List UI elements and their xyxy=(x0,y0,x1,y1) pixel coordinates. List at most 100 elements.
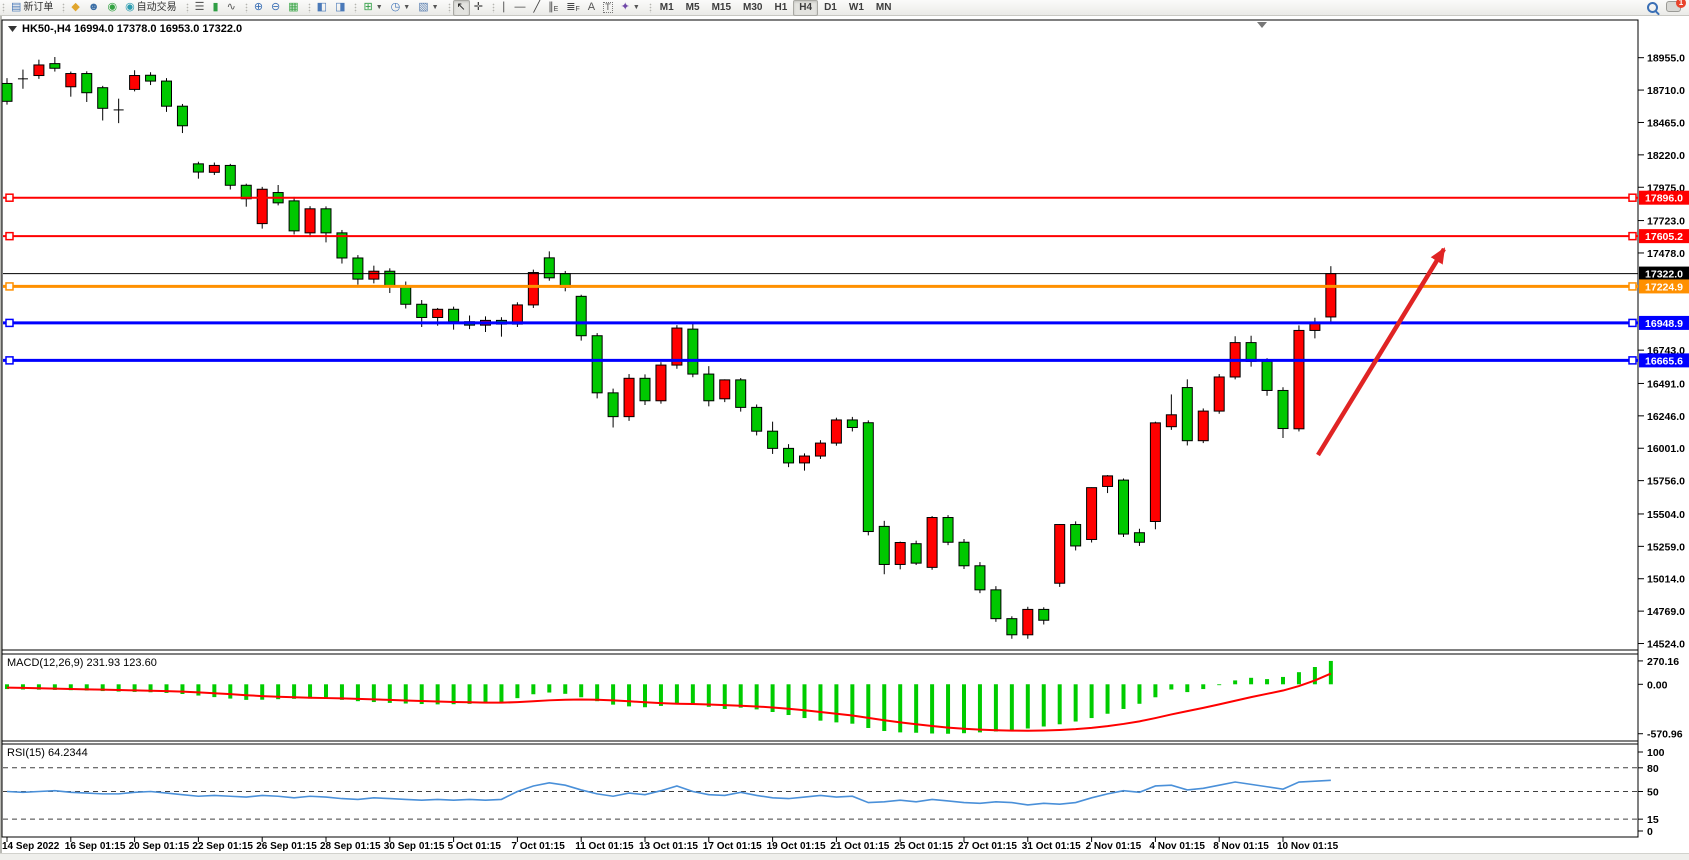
tile-windows-icon[interactable]: ▦ xyxy=(284,0,302,16)
support-line-1-price-badge xyxy=(1639,315,1689,330)
arrows-tool[interactable]: ✦ ▼ xyxy=(617,0,644,16)
trendline-tool[interactable]: ╱ xyxy=(529,0,544,16)
fibonacci-tool[interactable]: ≣ F xyxy=(562,0,584,16)
pivot-line-handle[interactable] xyxy=(1628,282,1637,291)
bar-chart-icon-glyph: ☰ xyxy=(194,1,205,13)
timeframe-m5-button[interactable]: M5 xyxy=(680,0,706,16)
candlestick-chart-icon[interactable]: ▮ xyxy=(209,0,223,16)
svg-text:80: 80 xyxy=(1647,763,1659,775)
group-chart-type: ☰ ▮ ∿ xyxy=(184,0,243,16)
auto-arrange-icon[interactable]: ◧ xyxy=(313,0,331,16)
support-line-2-handle[interactable] xyxy=(1628,356,1637,365)
candle-bearish xyxy=(942,517,954,543)
candle-bullish xyxy=(368,270,380,280)
zoom-out-icon-glyph: ⊖ xyxy=(271,1,281,13)
search-icon[interactable] xyxy=(1647,2,1658,13)
candle-bullish xyxy=(1325,273,1337,318)
vertical-line-tool[interactable]: ∣ xyxy=(497,0,511,16)
candle-bullish xyxy=(1086,487,1098,540)
support-line-2-handle[interactable] xyxy=(5,356,14,365)
dropdown-arrow-icon[interactable]: ▼ xyxy=(632,3,640,11)
resistance-line-2-handle[interactable] xyxy=(1628,231,1637,241)
indicators-cube-icon[interactable]: ◆ xyxy=(67,0,83,16)
svg-text:13 Oct 01:15: 13 Oct 01:15 xyxy=(639,841,698,852)
candle-bullish xyxy=(1102,475,1114,487)
support-line-1-handle[interactable] xyxy=(5,318,14,328)
svg-text:16491.0: 16491.0 xyxy=(1647,378,1685,390)
candle-bearish xyxy=(1,82,13,102)
timeframe-w1-button[interactable]: W1 xyxy=(843,0,870,16)
support-line-1-handle[interactable] xyxy=(1628,318,1637,328)
periods-clock-button[interactable]: ◷ ▼ xyxy=(387,0,415,16)
candle-bearish xyxy=(575,295,587,337)
timeframe-label: W1 xyxy=(848,1,864,13)
tile-windows-icon-glyph: ▦ xyxy=(288,1,299,13)
candle-bearish xyxy=(224,164,236,186)
timeframe-label: M15 xyxy=(711,1,732,13)
channel-tool[interactable]: ∥ E xyxy=(544,0,562,16)
resistance-line-1-handle[interactable] xyxy=(1628,193,1637,202)
template-button[interactable]: ▧ ▼ xyxy=(414,0,442,16)
timeframe-h1-button[interactable]: H1 xyxy=(768,0,793,16)
crosshair-tool-glyph: ✛ xyxy=(473,1,483,13)
group-services: ◆ ☻ ◉ ◉ 自动交易 xyxy=(60,0,183,16)
group-timeframes: M1 M5 M15 M30 H1 H4 D1 W1 MN xyxy=(647,0,901,16)
svg-text:17 Oct 01:15: 17 Oct 01:15 xyxy=(703,841,762,852)
dropdown-arrow-icon[interactable]: ▼ xyxy=(375,3,383,11)
time-axis[interactable]: 14 Sep 2022 16 Sep 01:15 20 Sep 01:15 22 Se… xyxy=(2,837,1339,852)
svg-text:17224.9: 17224.9 xyxy=(1645,281,1683,293)
group-add: ⊞ ▼ ◷ ▼ ▧ ▼ xyxy=(352,0,445,16)
candle-bearish xyxy=(1118,479,1129,535)
text-tool[interactable]: A xyxy=(584,0,599,16)
resistance-line-1-handle[interactable] xyxy=(5,193,14,202)
svg-text:30 Sep 01:15: 30 Sep 01:15 xyxy=(384,841,445,852)
bar-chart-icon[interactable]: ☰ xyxy=(191,0,209,16)
resistance-line-2-handle[interactable] xyxy=(5,231,14,241)
crosshair-tool-button[interactable]: ✛ xyxy=(470,0,487,16)
dropdown-arrow-icon[interactable]: ▼ xyxy=(403,3,411,11)
candle-bearish xyxy=(1277,389,1289,430)
zoom-in-icon[interactable]: ⊕ xyxy=(250,0,267,16)
autotrading-button[interactable]: ◉ 自动交易 xyxy=(121,0,181,16)
zoom-out-icon[interactable]: ⊖ xyxy=(267,0,284,16)
timeframe-m30-button[interactable]: M30 xyxy=(737,0,768,16)
group-zoom: ⊕ ⊖ ▦ xyxy=(243,0,306,16)
label-tool[interactable]: T xyxy=(599,0,617,16)
trend-arrow[interactable] xyxy=(1316,247,1446,457)
add-indicator-button[interactable]: ⊞ ▼ xyxy=(359,0,386,16)
candle-bearish xyxy=(783,447,795,464)
timeframe-m1-button[interactable]: M1 xyxy=(654,0,680,16)
chat-icon[interactable]: 1 xyxy=(1666,0,1686,15)
bid-price-line-price-badge xyxy=(1639,266,1689,281)
line-chart-icon[interactable]: ∿ xyxy=(223,0,240,16)
cursor-tool-button[interactable]: ↖ xyxy=(452,0,470,16)
candlestick-chart-icon-glyph: ▮ xyxy=(212,1,219,13)
svg-text:50: 50 xyxy=(1647,787,1659,799)
timeframe-mn-button[interactable]: MN xyxy=(870,0,898,16)
label-tool-glyph: T xyxy=(603,2,613,13)
timeframe-h4-button[interactable]: H4 xyxy=(793,0,819,16)
svg-text:20 Sep 01:15: 20 Sep 01:15 xyxy=(129,841,190,852)
candle-bearish xyxy=(1181,387,1193,442)
trend-arrow-line[interactable] xyxy=(1316,247,1446,457)
svg-text:4 Nov 01:15: 4 Nov 01:15 xyxy=(1149,841,1205,852)
periods-clock-glyph: ◷ xyxy=(390,1,401,13)
market-depth-icon[interactable]: ☻ xyxy=(84,0,104,16)
svg-text:18220.0: 18220.0 xyxy=(1647,150,1685,162)
signals-icon[interactable]: ◉ xyxy=(103,0,121,16)
candle-bearish xyxy=(1038,608,1050,621)
svg-text:15259.0: 15259.0 xyxy=(1647,541,1685,553)
horizontal-line-tool[interactable]: — xyxy=(510,0,529,16)
chart-shift-marker[interactable] xyxy=(1257,22,1267,28)
pivot-line-handle[interactable] xyxy=(5,282,14,291)
svg-text:28 Sep 01:15: 28 Sep 01:15 xyxy=(320,841,381,852)
candle-bearish xyxy=(910,543,922,564)
timeframe-d1-button[interactable]: D1 xyxy=(818,0,843,16)
chart-collapse-icon[interactable] xyxy=(8,26,17,32)
timeframe-m15-button[interactable]: M15 xyxy=(706,0,737,16)
svg-text:0: 0 xyxy=(1647,826,1653,838)
new-order-button[interactable]: ▤ 新订单 xyxy=(7,0,57,16)
status-bar xyxy=(0,853,1689,860)
dropdown-arrow-icon[interactable]: ▼ xyxy=(431,3,439,11)
cascade-windows-icon[interactable]: ◨ xyxy=(331,0,349,16)
